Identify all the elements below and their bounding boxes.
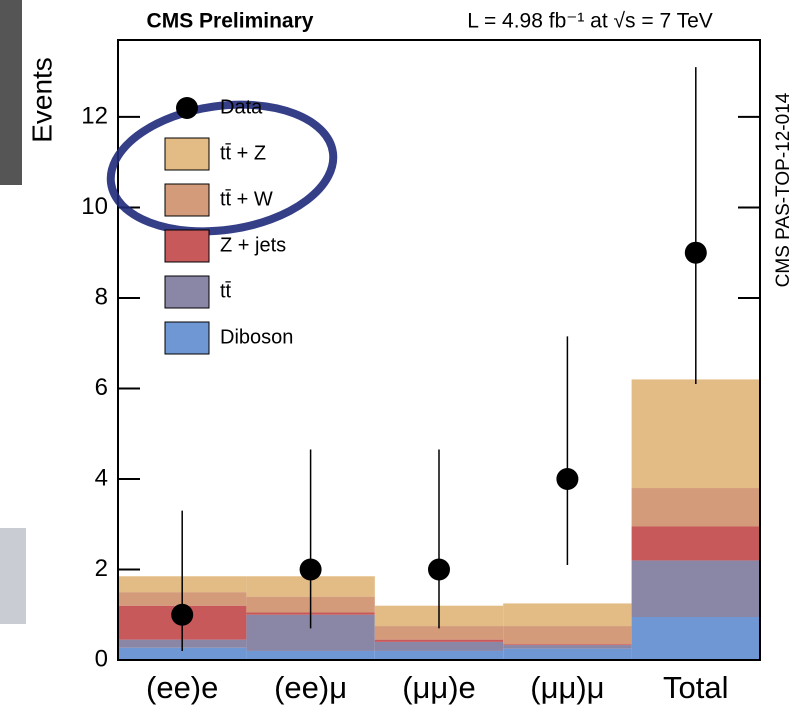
chart-title: CMS Preliminary <box>147 10 314 33</box>
bar-segment <box>631 560 760 618</box>
bar-segment <box>631 617 760 660</box>
slide-decoration <box>0 528 26 624</box>
legend-marker <box>176 97 198 119</box>
x-tick-label: (ee)e <box>146 670 218 705</box>
legend-label: tt̄ + Z <box>220 142 266 164</box>
bar-segment <box>246 650 375 660</box>
data-point <box>556 467 579 490</box>
bar-segment <box>374 641 504 651</box>
legend-label: Diboson <box>220 326 293 348</box>
legend-label: Z + jets <box>220 234 286 256</box>
x-tick-label: (μμ)e <box>402 670 476 705</box>
y-tick-label: 10 <box>81 193 108 220</box>
y-tick-label: 12 <box>81 102 108 129</box>
bar-segment <box>503 648 632 660</box>
data-point <box>684 241 707 264</box>
bar-segment <box>374 626 504 640</box>
bar-segment <box>631 488 760 527</box>
bar-segment <box>503 603 632 627</box>
data-point <box>428 558 450 581</box>
legend-label: tt̄ <box>220 280 232 302</box>
bar-segment <box>374 639 504 642</box>
bar-segment <box>118 647 247 660</box>
bar-segment <box>631 379 760 489</box>
legend-swatch <box>164 183 210 217</box>
y-axis-label: Events <box>26 57 57 143</box>
legend-swatch <box>164 321 210 355</box>
bar-segment <box>503 645 632 649</box>
bar-segment <box>374 650 504 660</box>
plot-frame <box>117 39 761 661</box>
annotation: CMS PAS-TOP-12-014 <box>773 92 794 287</box>
y-tick-label: 6 <box>95 374 108 401</box>
y-tick-label: 0 <box>95 645 108 672</box>
x-tick-label: (ee)μ <box>274 670 347 705</box>
legend-swatch <box>164 229 210 263</box>
y-tick-label: 2 <box>95 555 108 582</box>
bar-segment <box>631 526 760 561</box>
bar-segment <box>503 644 632 646</box>
bar-segment <box>503 626 632 645</box>
y-tick-label: 4 <box>95 464 108 491</box>
legend-swatch <box>164 137 210 171</box>
legend-label: Data <box>220 96 263 118</box>
x-tick-label: (μμ)μ <box>530 670 604 705</box>
legend-label: tt̄ + W <box>220 188 273 210</box>
data-point <box>171 603 194 626</box>
x-tick-label: Total <box>663 670 728 705</box>
chart-subtitle: L = 4.98 fb⁻¹ at √s = 7 TeV <box>467 10 713 33</box>
y-tick-label: 8 <box>95 283 108 310</box>
highlight-ellipse <box>106 100 338 236</box>
data-point <box>299 558 322 581</box>
slide-decoration <box>0 0 22 185</box>
legend-swatch <box>164 275 210 309</box>
